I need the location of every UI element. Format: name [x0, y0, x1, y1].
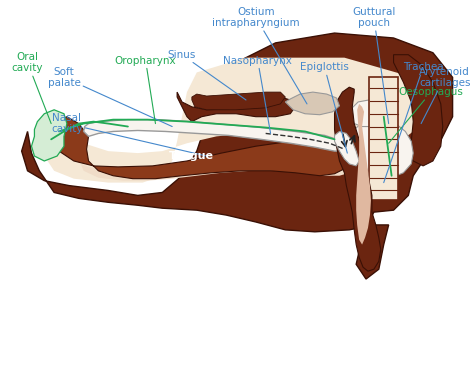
Polygon shape — [285, 92, 339, 115]
Text: Soft
palate: Soft palate — [47, 66, 172, 127]
Text: Arytenoid
cartilages: Arytenoid cartilages — [419, 66, 471, 124]
Text: Epiglottis: Epiglottis — [300, 62, 349, 153]
Text: Tongue: Tongue — [169, 151, 214, 161]
Text: Ostium
intrapharyngium: Ostium intrapharyngium — [212, 7, 307, 104]
Polygon shape — [345, 120, 413, 179]
Text: Oral
cavity: Oral cavity — [12, 52, 51, 124]
Polygon shape — [22, 33, 453, 279]
Polygon shape — [393, 55, 443, 166]
Text: Sinus: Sinus — [168, 50, 246, 100]
Text: Oesophagus: Oesophagus — [389, 87, 464, 143]
Polygon shape — [349, 100, 382, 127]
Text: Oropharynx: Oropharynx — [115, 56, 176, 124]
Polygon shape — [67, 131, 352, 181]
Polygon shape — [369, 77, 399, 200]
Polygon shape — [31, 110, 67, 161]
Polygon shape — [356, 104, 371, 245]
Text: Nasopharynx: Nasopharynx — [223, 56, 292, 134]
Polygon shape — [44, 58, 423, 183]
Polygon shape — [83, 120, 349, 151]
Polygon shape — [54, 117, 349, 179]
Polygon shape — [192, 92, 285, 110]
Text: Nasal
cavity: Nasal cavity — [51, 113, 207, 156]
Polygon shape — [177, 92, 295, 122]
Text: Guttural
pouch: Guttural pouch — [352, 7, 396, 124]
Polygon shape — [335, 87, 381, 271]
Polygon shape — [335, 131, 359, 166]
Text: Trachea: Trachea — [384, 62, 443, 183]
